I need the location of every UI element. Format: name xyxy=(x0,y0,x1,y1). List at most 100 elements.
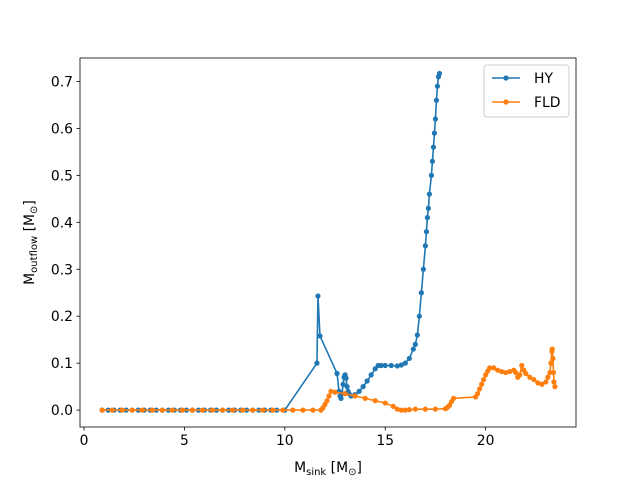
data-point-fld xyxy=(531,376,537,383)
data-point-hy xyxy=(334,370,340,377)
data-point-hy xyxy=(378,362,384,369)
data-point-fld xyxy=(547,369,553,376)
data-point-hy xyxy=(394,363,400,369)
y-tick-label: 0.0 xyxy=(51,403,73,419)
data-point-hy xyxy=(315,293,321,299)
data-point-hy xyxy=(422,243,428,249)
data-point-fld xyxy=(398,407,404,413)
data-point-fld xyxy=(179,407,186,413)
data-point-hy xyxy=(410,346,416,352)
data-point-fld xyxy=(503,369,509,376)
x-axis-label-unit-open: [M xyxy=(326,460,348,476)
data-point-hy xyxy=(423,229,429,235)
legend: HY FLD xyxy=(483,64,570,118)
y-tick-label: 0.3 xyxy=(51,262,73,278)
data-point-fld xyxy=(432,406,439,412)
data-point-fld xyxy=(328,388,334,394)
data-point-hy xyxy=(431,130,438,136)
data-point-hy xyxy=(398,362,404,368)
data-point-fld xyxy=(527,374,533,380)
legend-label-hy: HY xyxy=(534,71,553,87)
data-point-fld xyxy=(487,365,493,371)
data-point-fld xyxy=(169,407,175,413)
data-point-fld xyxy=(159,407,165,413)
data-point-hy xyxy=(368,372,374,378)
data-point-hy xyxy=(429,158,436,164)
data-point-fld xyxy=(513,369,519,376)
data-point-fld xyxy=(209,407,216,413)
data-point-fld xyxy=(499,369,505,375)
data-point-fld xyxy=(535,380,541,386)
y-tick-label: 0.7 xyxy=(51,74,73,90)
x-tick-label: 0 xyxy=(80,433,89,449)
data-point-hy xyxy=(434,83,441,89)
data-point-fld xyxy=(552,384,558,390)
y-axis-label: Moutflow [M⊙] xyxy=(22,200,40,285)
data-point-hy xyxy=(436,70,443,77)
data-point-fld xyxy=(240,407,246,413)
data-point-fld xyxy=(390,403,396,409)
data-point-hy xyxy=(428,172,435,178)
data-point-hy xyxy=(414,332,420,338)
data-point-hy xyxy=(356,388,362,394)
x-tick-label: 5 xyxy=(180,433,189,449)
data-point-hy xyxy=(360,384,366,390)
data-point-fld xyxy=(326,393,332,399)
data-point-fld xyxy=(109,407,115,413)
data-point-fld xyxy=(300,407,306,413)
data-point-fld xyxy=(310,407,316,413)
data-point-hy xyxy=(338,395,344,401)
data-point-hy xyxy=(416,313,422,319)
x-axis-label: Msink [M⊙] xyxy=(294,460,362,478)
data-point-hy xyxy=(412,341,418,347)
legend-label-fld: FLD xyxy=(534,95,560,111)
data-point-hy xyxy=(382,362,388,369)
y-axis-label-unit-sub: ⊙ xyxy=(29,206,40,214)
data-point-hy xyxy=(420,266,426,272)
ticks: 0 5 10 15 20 0.0 0.1 0.2 0.3 0.4 0.5 0.6 0.7 xyxy=(51,74,495,449)
data-point-fld xyxy=(507,369,513,375)
data-point-fld xyxy=(129,407,135,413)
y-axis-label-sub: outflow xyxy=(29,236,40,273)
data-point-fld xyxy=(149,407,155,413)
data-point-fld xyxy=(539,381,545,387)
y-tick-label: 0.4 xyxy=(51,215,73,231)
data-point-hy xyxy=(426,191,433,197)
data-point-fld xyxy=(549,346,555,352)
x-tick-label: 20 xyxy=(477,433,495,449)
data-point-fld xyxy=(450,395,457,401)
data-point-fld xyxy=(139,407,145,413)
data-point-hy xyxy=(418,290,424,296)
data-point-hy xyxy=(364,378,370,384)
data-point-hy xyxy=(343,375,349,381)
x-tick-label: 15 xyxy=(376,433,394,449)
y-tick-label: 0.6 xyxy=(51,121,73,137)
x-axis-label-main: M xyxy=(294,460,306,476)
data-point-fld xyxy=(342,391,348,397)
data-point-fld xyxy=(477,386,483,392)
y-tick-label: 0.2 xyxy=(51,309,73,325)
data-point-fld xyxy=(219,407,226,413)
data-point-hy xyxy=(424,215,430,221)
data-point-fld xyxy=(402,407,408,413)
data-point-hy xyxy=(432,116,439,122)
data-point-fld xyxy=(422,406,428,412)
data-point-fld xyxy=(548,360,554,366)
data-point-fld xyxy=(250,407,256,413)
y-tick-label: 0.5 xyxy=(51,168,73,184)
data-point-fld xyxy=(543,379,549,385)
plot-area xyxy=(99,70,558,413)
data-point-fld xyxy=(230,407,236,413)
x-axis-label-sub: sink xyxy=(306,467,326,478)
data-point-fld xyxy=(352,393,358,399)
data-point-hy xyxy=(430,144,437,150)
data-point-fld xyxy=(491,365,497,371)
y-axis-label-main: M xyxy=(22,273,38,285)
data-point-fld xyxy=(517,372,523,378)
data-point-fld xyxy=(362,395,368,401)
data-point-fld xyxy=(372,398,378,404)
x-axis-label-unit-close: ] xyxy=(356,460,361,476)
data-point-fld xyxy=(99,407,105,413)
data-point-fld xyxy=(280,407,286,413)
